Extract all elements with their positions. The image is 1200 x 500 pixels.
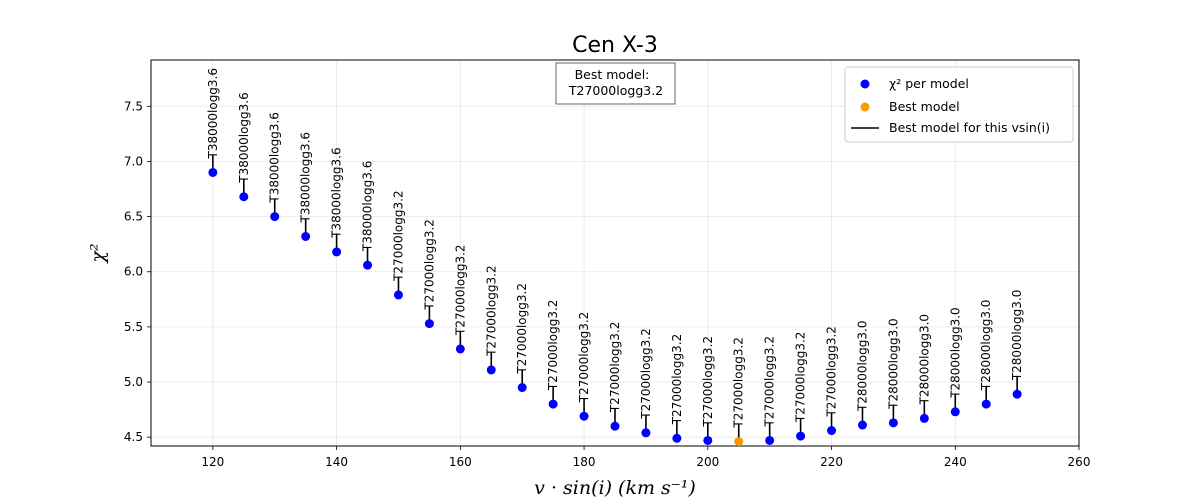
- point-label: T27000logg3.2: [453, 244, 467, 336]
- chi2-point: [981, 399, 991, 409]
- point-label: T27000logg3.2: [794, 332, 808, 424]
- point-label: T28000logg3.0: [1010, 290, 1024, 382]
- chi2-point: [950, 407, 960, 417]
- point-label: T27000logg3.2: [484, 265, 498, 357]
- chi2-point: [641, 428, 651, 438]
- y-tick-label: 6.0: [124, 265, 143, 279]
- best-model-point: [734, 437, 744, 447]
- chi2-point: [332, 247, 342, 257]
- chi2-point: [827, 426, 837, 436]
- point-label: T38000logg3.6: [299, 132, 313, 224]
- grid: [151, 60, 1080, 446]
- chi2-point: [270, 212, 280, 222]
- x-tick-label: 140: [325, 455, 348, 469]
- chi2-point: [765, 435, 775, 445]
- point-label: T27000logg3.2: [732, 337, 746, 429]
- chi2-point: [301, 231, 311, 241]
- chi2-point: [1012, 389, 1022, 399]
- point-label: T28000logg3.0: [979, 300, 993, 392]
- y-tick-label: 5.0: [124, 375, 143, 389]
- label-stems: [212, 154, 1018, 439]
- x-tick-label: 180: [573, 455, 596, 469]
- point-label: T27000logg3.2: [763, 336, 777, 428]
- point-labels: T38000logg3.6 T38000logg3.6 T38000logg3.6 T…: [206, 68, 1024, 429]
- x-tick-label: 200: [696, 455, 719, 469]
- chi2-point: [579, 411, 589, 421]
- legend-marker-best: [860, 102, 870, 112]
- y-tick-label: 4.5: [124, 430, 143, 444]
- data-points: [208, 167, 1022, 447]
- point-label: T27000logg3.2: [515, 283, 529, 375]
- y-tick-label: 5.5: [124, 320, 143, 334]
- chi2-point: [208, 167, 218, 177]
- x-tick-label: 120: [201, 455, 224, 469]
- point-label: T27000logg3.2: [701, 336, 715, 428]
- point-label: T28000logg3.0: [917, 314, 931, 406]
- chi2-point: [517, 383, 527, 393]
- chi2-point: [796, 431, 806, 441]
- point-label: T27000logg3.2: [546, 300, 560, 392]
- chi2-point: [363, 260, 373, 270]
- point-label: T27000logg3.2: [608, 322, 622, 414]
- best-model-box-line-1: Best model:: [575, 67, 650, 82]
- chi2-point: [672, 433, 682, 443]
- chi2-point: [239, 192, 249, 202]
- chi2-point: [548, 399, 558, 409]
- legend-label-best-vsini: Best model for this vsin(i): [889, 120, 1050, 135]
- chi2-point: [703, 435, 713, 445]
- chi2-point: [610, 421, 620, 431]
- legend-label-best: Best model: [889, 99, 960, 114]
- point-label: T38000logg3.6: [268, 112, 282, 204]
- best-model-box: Best model: T27000logg3.2: [555, 62, 676, 105]
- point-label: T38000logg3.6: [237, 92, 251, 184]
- y-axis-label: χ²: [87, 243, 109, 264]
- x-axis-label: v · sin(i) (km s⁻¹): [534, 477, 696, 499]
- point-label: T27000logg3.2: [639, 328, 653, 420]
- axis-ticks: 120 140 160 180 200 220 240 260 4.5 5.0 5.5 6.0 6.5 7…: [124, 99, 1091, 469]
- y-tick-label: 7.5: [124, 99, 143, 113]
- chi2-point: [857, 420, 867, 430]
- chi2-point: [486, 365, 496, 375]
- legend-marker-chi2: [860, 79, 870, 89]
- legend-label-chi2: χ² per model: [889, 76, 969, 91]
- legend: χ² per model Best model Best model for t…: [844, 66, 1074, 143]
- chi2-point: [888, 418, 898, 428]
- chi2-point: [424, 319, 434, 329]
- point-label: T27000logg3.2: [577, 312, 591, 404]
- point-label: T27000logg3.2: [422, 219, 436, 311]
- chart-title: Cen X-3: [572, 33, 658, 58]
- point-label: T28000logg3.0: [948, 307, 962, 399]
- point-label: T27000logg3.2: [391, 190, 405, 282]
- point-label: T28000logg3.0: [886, 318, 900, 410]
- chi2-point: [919, 413, 929, 423]
- best-model-box-line-2: T27000logg3.2: [568, 83, 663, 98]
- point-label: T38000logg3.6: [206, 68, 220, 160]
- point-label: T27000logg3.2: [670, 334, 684, 426]
- y-tick-label: 7.0: [124, 154, 143, 168]
- x-tick-label: 160: [449, 455, 472, 469]
- y-tick-label: 6.5: [124, 210, 143, 224]
- chi2-point: [455, 344, 465, 354]
- x-tick-label: 260: [1068, 455, 1091, 469]
- x-tick-label: 220: [820, 455, 843, 469]
- chi2-point: [393, 290, 403, 300]
- point-label: T38000logg3.6: [330, 147, 344, 239]
- point-label: T38000logg3.6: [361, 161, 375, 253]
- point-label: T27000logg3.2: [825, 326, 839, 418]
- point-label: T28000logg3.0: [855, 321, 869, 413]
- x-tick-label: 240: [944, 455, 967, 469]
- plot-area: [150, 59, 1080, 447]
